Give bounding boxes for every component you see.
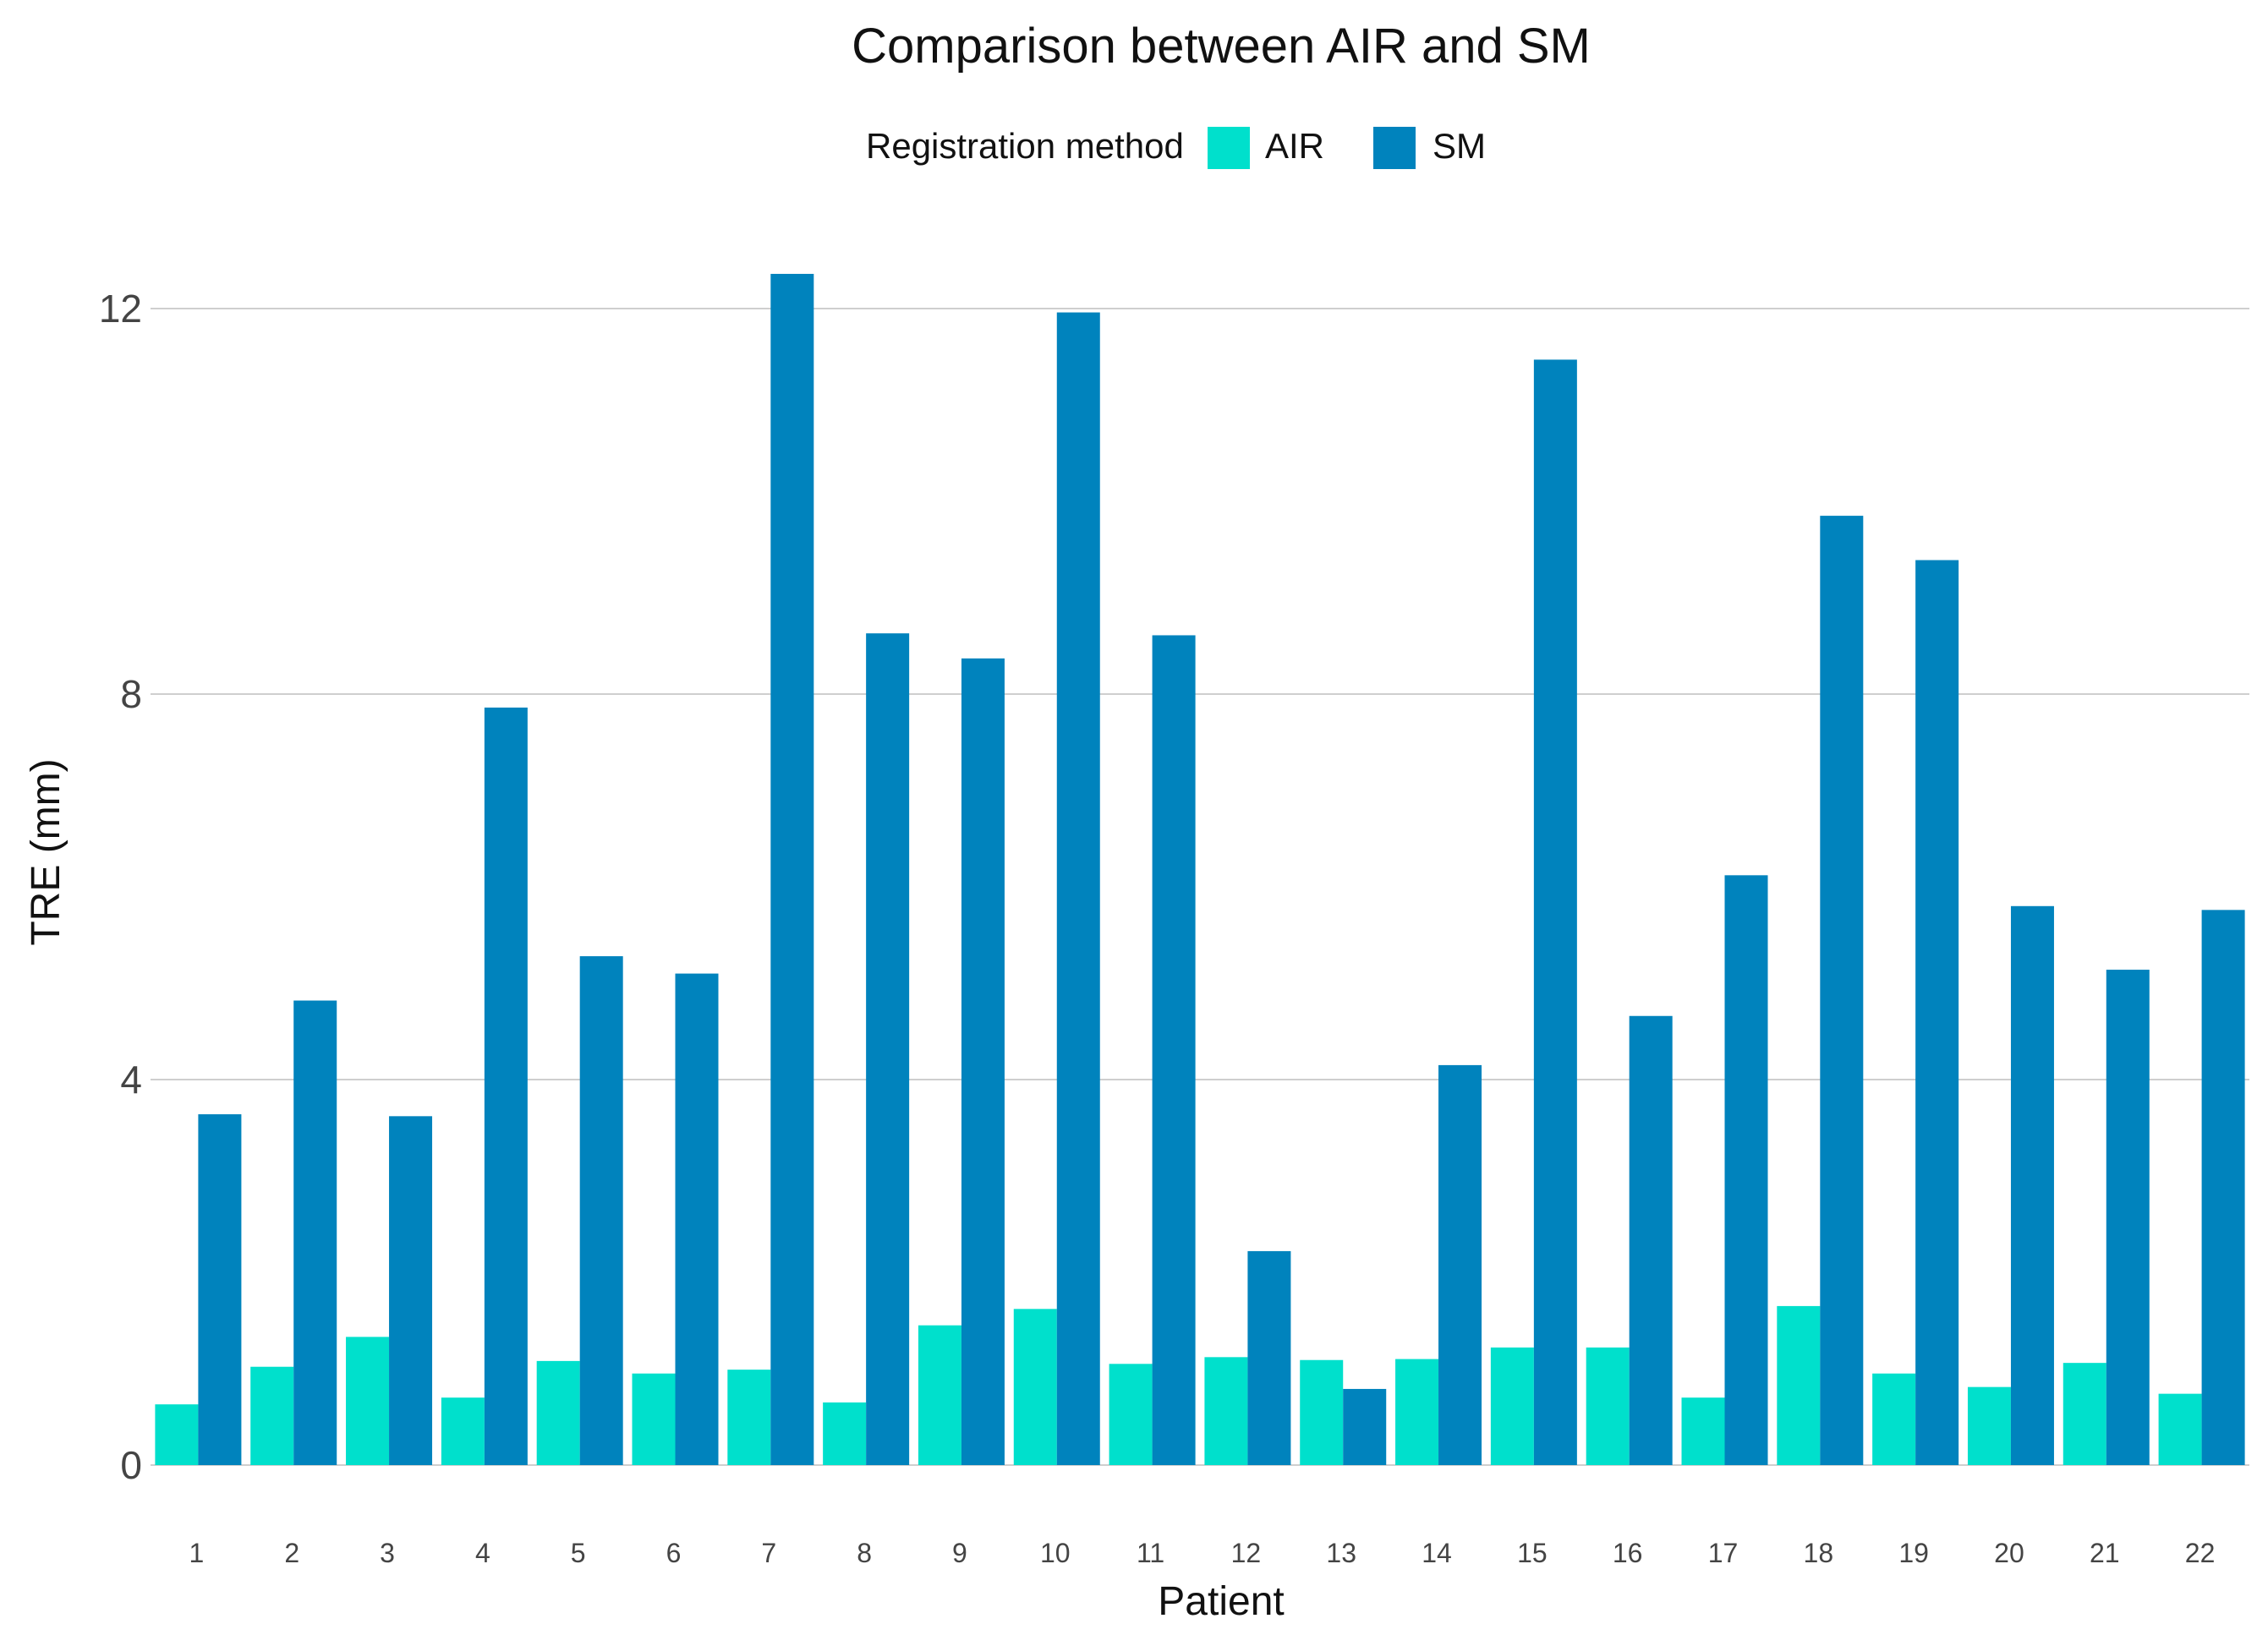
x-tick-label: 4: [475, 1538, 490, 1568]
y-tick-label: 4: [120, 1058, 142, 1102]
y-tick-label: 12: [99, 287, 142, 331]
bar-air-patient-9: [918, 1325, 961, 1465]
bar-sm-patient-4: [484, 707, 528, 1465]
bar-sm-patient-21: [2106, 970, 2150, 1465]
bar-sm-patient-3: [389, 1116, 433, 1465]
bar-sm-patient-9: [961, 658, 1005, 1465]
bar-sm-patient-19: [1915, 560, 1959, 1465]
bar-sm-patient-6: [675, 973, 719, 1465]
bar-sm-patient-13: [1343, 1388, 1387, 1465]
x-tick-label: 18: [1804, 1538, 1834, 1568]
bar-sm-patient-16: [1629, 1015, 1673, 1465]
bar-air-patient-17: [1681, 1397, 1725, 1465]
bar-air-patient-18: [1777, 1305, 1821, 1465]
x-tick-label: 13: [1326, 1538, 1356, 1568]
bar-air-patient-14: [1395, 1359, 1439, 1465]
bar-air-patient-3: [346, 1337, 390, 1465]
bar-sm-patient-1: [198, 1114, 242, 1465]
x-tick-label: 5: [571, 1538, 586, 1568]
y-tick-label: 0: [120, 1443, 142, 1487]
bar-sm-patient-15: [1533, 359, 1577, 1465]
x-tick-label: 14: [1422, 1538, 1452, 1568]
x-tick-label: 22: [2185, 1538, 2216, 1568]
bar-sm-patient-17: [1724, 875, 1768, 1465]
bar-sm-patient-12: [1247, 1250, 1291, 1465]
bar-air-patient-11: [1109, 1364, 1153, 1465]
x-tick-label: 16: [1613, 1538, 1643, 1568]
bar-sm-patient-14: [1438, 1064, 1482, 1465]
bar-air-patient-6: [632, 1373, 676, 1465]
bar-sm-patient-11: [1152, 635, 1196, 1465]
x-axis-label: Patient: [1158, 1579, 1284, 1624]
bar-air-patient-1: [155, 1404, 199, 1465]
x-tick-label: 15: [1517, 1538, 1548, 1568]
legend: Registration method AIR SM: [866, 126, 1486, 169]
legend-label-sm: SM: [1433, 126, 1486, 166]
legend-title: Registration method: [866, 126, 1184, 166]
bar-sm-patient-7: [770, 273, 814, 1466]
chart-title: Comparison between AIR and SM: [852, 19, 1591, 74]
x-tick-label: 11: [1137, 1538, 1164, 1568]
x-tick-label: 10: [1040, 1538, 1071, 1568]
bar-sm-patient-2: [293, 1000, 337, 1465]
x-tick-label: 6: [666, 1538, 682, 1568]
bars: [155, 273, 2245, 1466]
bar-sm-patient-18: [1820, 516, 1864, 1465]
y-axis-label: TRE (mm): [24, 758, 68, 945]
x-tick-label: 2: [284, 1538, 299, 1568]
x-tick-label: 1: [189, 1538, 205, 1568]
x-tick-label: 20: [1994, 1538, 2024, 1568]
bar-air-patient-15: [1490, 1347, 1534, 1465]
x-tick-label: 8: [857, 1538, 872, 1568]
x-tick-label: 21: [2090, 1538, 2120, 1568]
bar-sm-patient-8: [866, 633, 910, 1465]
x-tick-label: 9: [952, 1538, 967, 1568]
bar-air-patient-21: [2063, 1363, 2106, 1465]
bar-air-patient-4: [441, 1397, 485, 1465]
bar-air-patient-12: [1204, 1357, 1248, 1465]
x-tick-label: 7: [761, 1538, 776, 1568]
x-tick-label: 12: [1231, 1538, 1262, 1568]
bar-air-patient-19: [1872, 1373, 1916, 1465]
x-tick-label: 3: [380, 1538, 395, 1568]
legend-swatch-sm: [1373, 127, 1416, 169]
bar-sm-patient-22: [2201, 910, 2245, 1465]
bar-air-patient-2: [250, 1366, 294, 1465]
bar-air-patient-16: [1586, 1347, 1630, 1465]
y-axis-ticks: 0 4 8 12: [99, 287, 142, 1487]
bar-air-patient-10: [1013, 1309, 1057, 1465]
bar-air-patient-22: [2158, 1393, 2202, 1465]
bar-air-patient-8: [823, 1402, 867, 1465]
bar-air-patient-7: [727, 1370, 771, 1465]
bar-sm-patient-5: [579, 956, 623, 1465]
y-tick-label: 8: [120, 672, 142, 716]
bar-air-patient-20: [1967, 1386, 2011, 1465]
bar-air-patient-5: [536, 1360, 580, 1465]
legend-swatch-air: [1208, 127, 1250, 169]
bar-sm-patient-10: [1056, 312, 1100, 1465]
x-axis-ticks: 1 2 3 4 5 6 7 8 9 10 11 12 13 14 15 16 17 18 19 20 21 22: [189, 1538, 2216, 1568]
legend-label-air: AIR: [1265, 126, 1324, 166]
bar-air-patient-13: [1300, 1359, 1344, 1465]
x-tick-label: 19: [1898, 1538, 1929, 1568]
bar-sm-patient-20: [2010, 905, 2054, 1465]
x-tick-label: 17: [1708, 1538, 1739, 1568]
